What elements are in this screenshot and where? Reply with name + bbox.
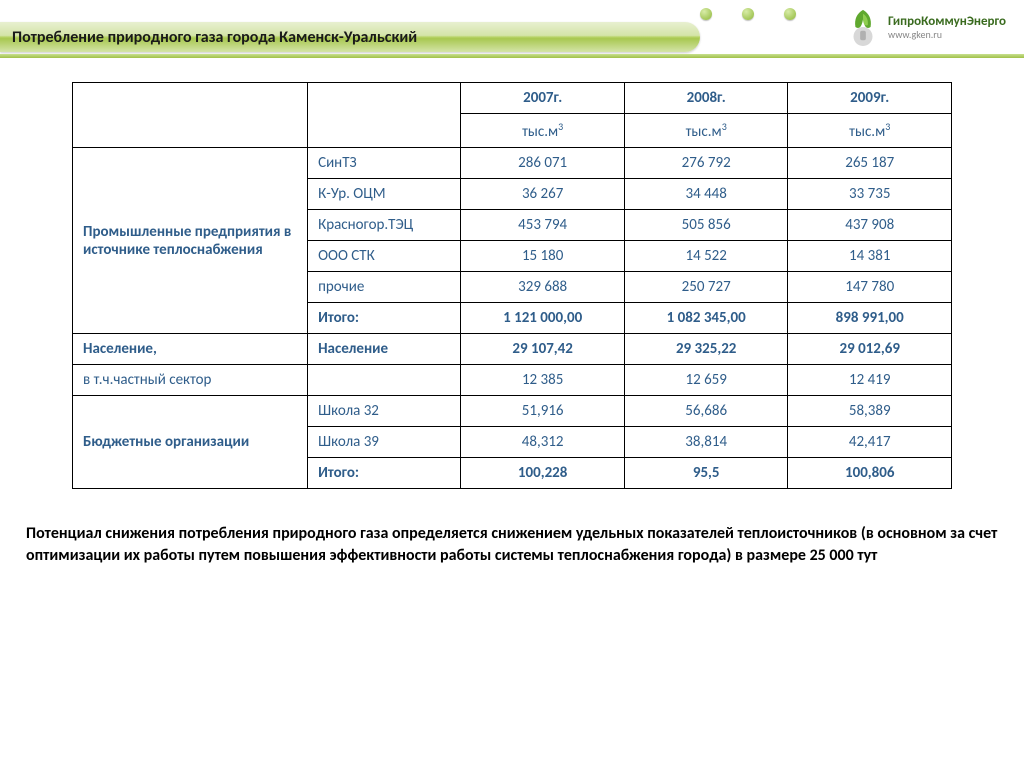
leaf-icon	[844, 6, 882, 48]
table-row: Бюджетные организации Школа 32 51,916 56…	[73, 396, 952, 427]
decor-dots	[700, 8, 796, 20]
group-budget-label: Бюджетные организации	[73, 396, 308, 489]
unit-2009: тыс.м3	[788, 114, 952, 148]
table-header-years: 2007г. 2008г. 2009г.	[73, 83, 952, 114]
col-year-2009: 2009г.	[788, 83, 952, 114]
header-divider	[0, 54, 1024, 58]
table-row-population: Население, Население 29 107,42 29 325,22…	[73, 334, 952, 365]
table-row: Промышленные предприятия в источнике теп…	[73, 148, 952, 179]
group-industrial-label: Промышленные предприятия в источнике теп…	[73, 148, 308, 334]
page-title: Потребление природного газа города Камен…	[12, 28, 417, 47]
header-decor: Потребление природного газа города Камен…	[0, 0, 1024, 60]
footnote-text: Потенциал снижения потребления природног…	[22, 523, 1002, 566]
unit-2007: тыс.м3	[461, 114, 625, 148]
title-bar: Потребление природного газа города Камен…	[0, 22, 700, 52]
col-year-2007: 2007г.	[461, 83, 625, 114]
logo-url: www.gken.ru	[888, 30, 1006, 40]
col-year-2008: 2008г.	[624, 83, 788, 114]
logo: ГипроКоммунЭнерго www.gken.ru	[844, 6, 1006, 48]
gas-consumption-table: 2007г. 2008г. 2009г. тыс.м3 тыс.м3 тыс.м…	[72, 82, 952, 489]
unit-2008: тыс.м3	[624, 114, 788, 148]
logo-name: ГипроКоммунЭнерго	[888, 15, 1006, 28]
table-row-private-sector: в т.ч.частный сектор 12 385 12 659 12 41…	[73, 365, 952, 396]
